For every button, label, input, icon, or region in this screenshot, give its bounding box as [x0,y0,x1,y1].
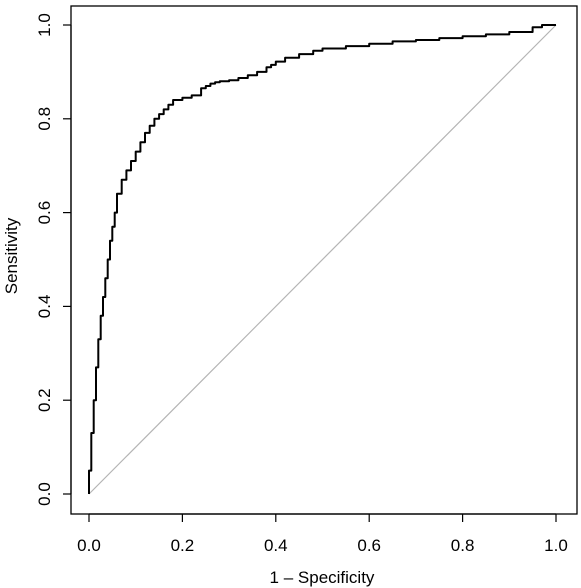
y-tick-label: 0.0 [35,482,54,506]
y-tick-label: 0.8 [35,107,54,131]
x-axis: 0.0 0.2 0.4 0.6 0.8 1.0 [77,513,568,555]
y-tick-label: 0.6 [35,201,54,225]
y-tick-label: 0.2 [35,388,54,412]
x-tick-label: 0.2 [171,536,195,555]
y-tick-label: 1.0 [35,13,54,37]
x-tick-label: 0.0 [77,536,101,555]
x-tick-label: 0.8 [451,536,475,555]
plot-frame [70,5,578,515]
y-axis-title: Sensitivity [2,217,21,294]
x-tick-label: 0.4 [264,536,288,555]
x-tick-label: 1.0 [544,536,568,555]
x-tick-label: 0.6 [357,536,381,555]
roc-curve-line [88,24,556,494]
x-axis-title: 1 – Specificity [270,568,375,587]
reference-diagonal-line [88,24,557,495]
y-axis: 0.0 0.2 0.4 0.6 0.8 1.0 [35,13,72,506]
y-tick-label: 0.4 [35,295,54,319]
